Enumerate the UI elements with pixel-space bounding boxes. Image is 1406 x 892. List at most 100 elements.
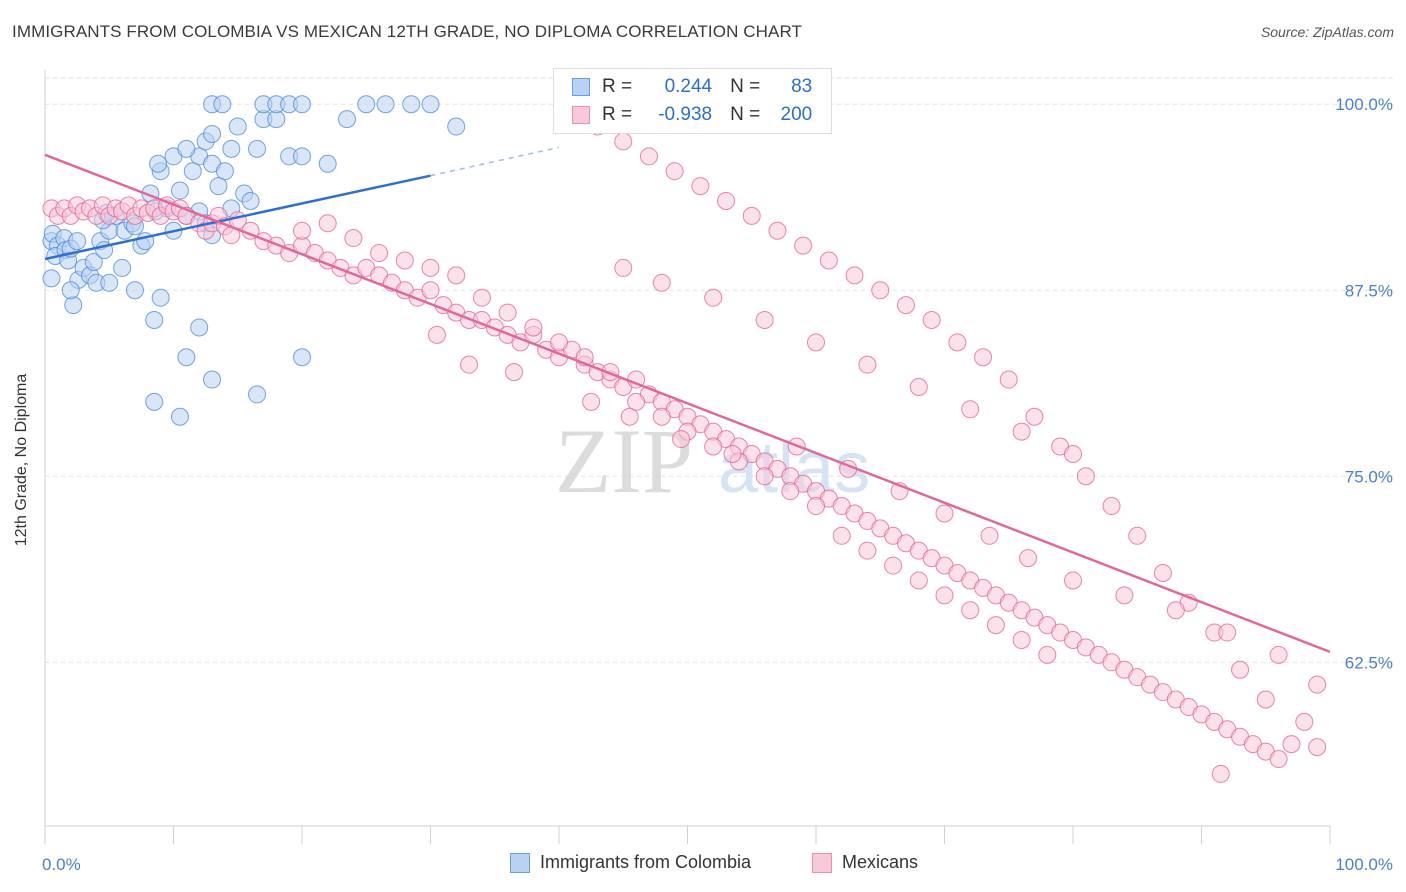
colombia-point: [402, 95, 421, 114]
colombia-point: [170, 407, 189, 426]
mexicans-point: [614, 258, 633, 277]
legend-item-mexicans[interactable]: Mexicans: [812, 852, 918, 873]
mexicans-point: [524, 318, 543, 337]
mexicans-point: [1166, 601, 1185, 620]
r-value-colombia: 0.244: [664, 76, 713, 97]
mexicans-point: [639, 147, 658, 166]
colombia-point: [293, 348, 311, 367]
colombia-point: [209, 177, 228, 196]
colombia-point: [203, 124, 222, 143]
y-axis-label: 12th Grade, No Diploma: [13, 373, 30, 547]
colombia-point: [42, 269, 61, 288]
y-tick-label: 100.0%: [1335, 95, 1393, 114]
mexicans-point: [768, 221, 787, 240]
mexicans-point: [505, 363, 524, 382]
mexicans-point: [1076, 467, 1095, 486]
mexicans-point: [1269, 750, 1288, 769]
mexicans-point: [370, 244, 389, 263]
colombia-point: [125, 281, 144, 300]
legend-label-mexicans: Mexicans: [842, 852, 919, 872]
series-legend: Immigrants from Colombia Mexicans: [0, 852, 1406, 876]
mexicans-point: [318, 214, 337, 233]
colombia-point: [145, 311, 164, 330]
mexicans-point: [627, 392, 646, 411]
mexicans-point: [922, 311, 941, 330]
mexicans-point: [1115, 586, 1134, 605]
mexicans-point: [845, 266, 864, 285]
tick-labels: 100.0% 87.5% 75.0% 62.5% 0.0% 100.0%: [42, 95, 1393, 874]
mexicans-point: [961, 601, 980, 620]
mexicans-point: [1282, 735, 1301, 754]
mexicans-point: [1231, 660, 1250, 679]
mexicans-point: [858, 541, 877, 560]
axes: [44, 70, 1331, 844]
mexicans-point: [807, 497, 825, 516]
mexicans-point: [884, 556, 903, 575]
mexicans-point: [871, 281, 890, 300]
colombia-point: [190, 318, 209, 337]
mexicans-point: [961, 400, 980, 419]
n-value-mexicans: 200: [780, 104, 813, 125]
mexicans-point: [293, 221, 311, 240]
mexicans-point: [1064, 571, 1082, 590]
mexicans-legend-swatch: [812, 852, 832, 873]
colombia-point: [376, 95, 395, 114]
source-credit: Source: ZipAtlas.com: [1260, 24, 1394, 40]
mexicans-point: [472, 288, 491, 307]
mexicans-point: [704, 437, 723, 456]
mexicans-point: [652, 407, 671, 426]
colombia-point: [177, 139, 196, 158]
colombia-point: [64, 296, 83, 315]
colombia-point: [447, 117, 466, 136]
mexicans-point: [1038, 645, 1057, 664]
y-tick-label: 62.5%: [1345, 653, 1393, 672]
colombia-point: [228, 117, 247, 136]
colombia-point: [241, 191, 260, 210]
colombia-point: [337, 110, 356, 129]
mexicans-point: [755, 311, 774, 330]
mexicans-point: [421, 281, 440, 300]
mexicans-point: [781, 482, 800, 501]
mexicans-point: [344, 229, 363, 248]
colombia-point: [170, 181, 189, 200]
mexicans-point: [1012, 630, 1031, 649]
colombia-point: [68, 232, 87, 251]
colombia-trend-extension: [430, 146, 560, 177]
colombia-point: [213, 95, 232, 114]
mexicans-point: [794, 236, 813, 255]
colombia-point: [357, 95, 376, 114]
colombia-point: [248, 385, 267, 404]
mexicans-point: [1295, 712, 1314, 731]
r-label: R =: [602, 104, 633, 125]
mexicans-point: [1211, 764, 1230, 783]
mexicans-point: [909, 571, 928, 590]
mexicans-point: [498, 303, 517, 322]
mexicans-point: [1269, 645, 1288, 664]
mexicans-point: [691, 177, 710, 196]
colombia-point: [203, 370, 222, 389]
colombia-point: [215, 162, 234, 181]
mexicans-point: [1019, 549, 1038, 568]
n-value-colombia: 83: [791, 76, 813, 97]
mexicans-point: [1025, 407, 1044, 426]
colombia-point: [318, 154, 337, 173]
mexicans-point: [421, 258, 440, 277]
mexicans-point: [1218, 623, 1237, 642]
mexicans-point: [723, 444, 742, 463]
mexicans-point: [974, 348, 993, 367]
y-tick-label: 87.5%: [1345, 281, 1393, 300]
mexicans-point: [742, 206, 761, 225]
colombia-swatch: [572, 78, 590, 96]
mexicans-point: [620, 407, 639, 426]
mexicans-point: [986, 616, 1005, 635]
colombia-point: [248, 139, 267, 158]
mexicans-point: [935, 586, 954, 605]
colombia-point: [100, 273, 119, 292]
n-label: N =: [730, 104, 761, 125]
mexicans-point: [948, 333, 967, 352]
stats-legend: R = 0.244 N = 83 R = -0.938 N = 200: [553, 68, 832, 134]
colombia-point: [293, 95, 311, 114]
mexicans-trend-line: [44, 153, 1331, 654]
legend-item-colombia[interactable]: Immigrants from Colombia: [510, 852, 751, 873]
mexicans-point: [614, 132, 633, 151]
